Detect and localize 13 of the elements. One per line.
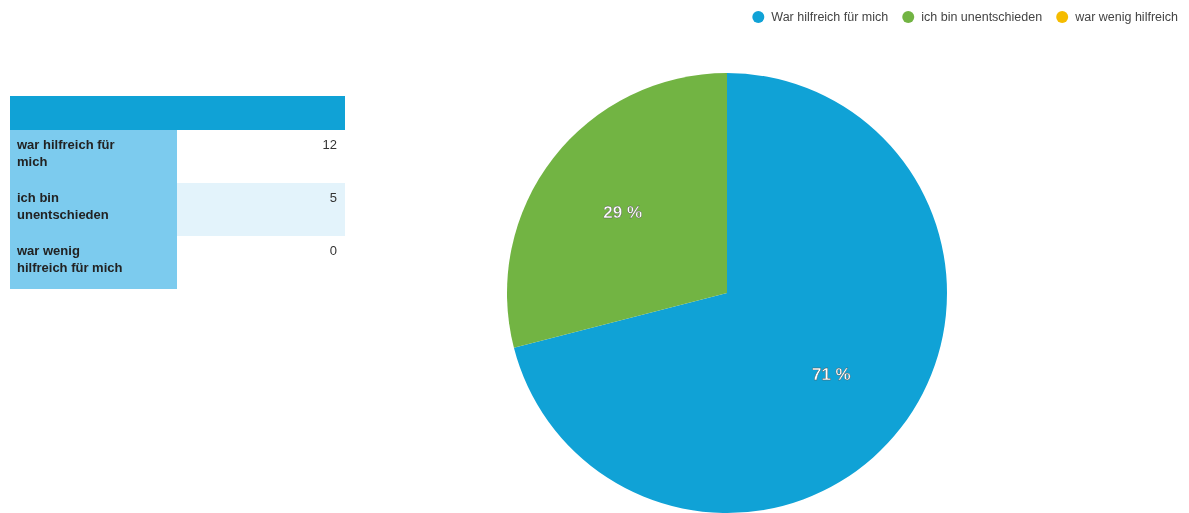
- data-label: 0: [329, 243, 337, 258]
- category-label: war wenig hilfreich für mich: [16, 243, 123, 275]
- pie-slice: [513, 73, 947, 513]
- legend-label: ich bin unentschieden: [921, 10, 1043, 24]
- category-label: ich bin unentschieden: [17, 190, 109, 222]
- data-label: 12: [322, 137, 337, 152]
- legend-label: war wenig hilfreich: [1074, 10, 1179, 24]
- legend-label: War hilfreich für mich: [771, 10, 889, 24]
- data-label: 5: [329, 190, 337, 205]
- pie-slice: [507, 73, 727, 348]
- data-label: 29 %: [603, 203, 643, 223]
- data-label: 71 %: [811, 364, 851, 384]
- category-label: war hilfreich für mich: [16, 137, 115, 169]
